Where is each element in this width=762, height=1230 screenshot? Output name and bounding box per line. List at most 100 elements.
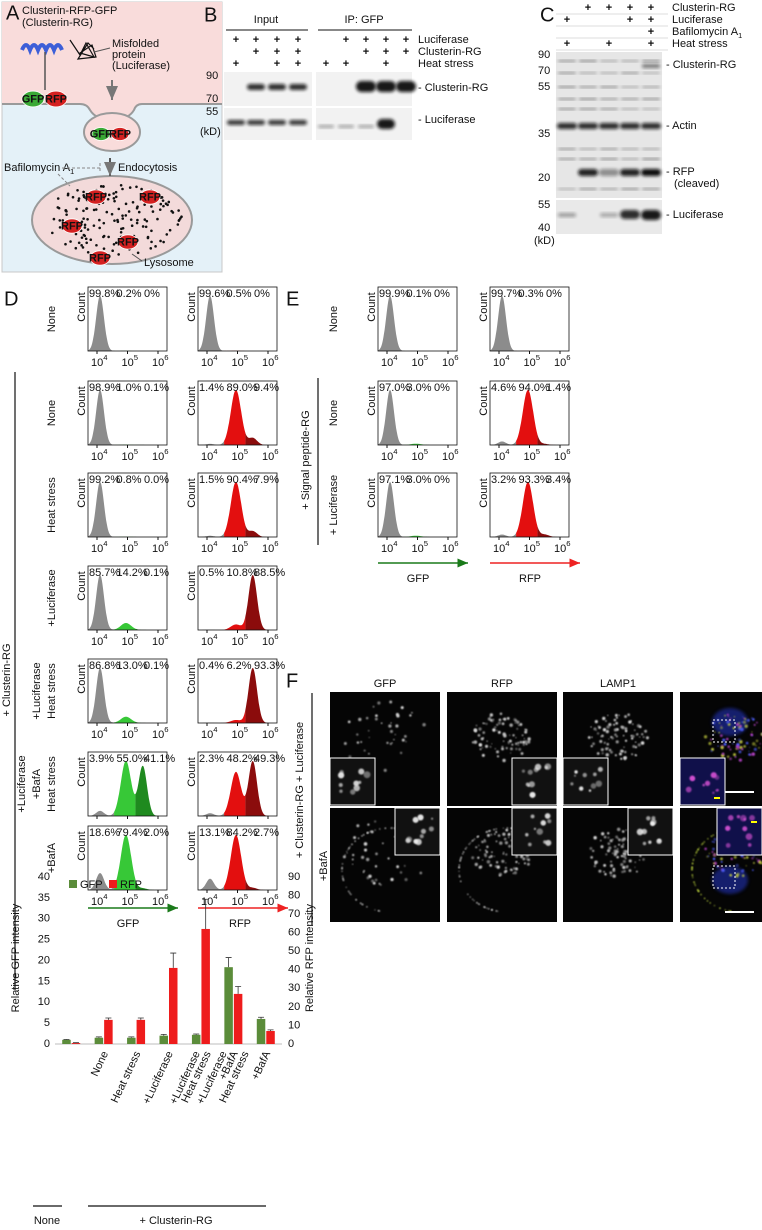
y-tick-label: 35: [38, 892, 50, 904]
speckle: [752, 718, 755, 721]
speckle: [374, 865, 378, 868]
speckle: [603, 863, 607, 867]
speckle: [481, 747, 484, 749]
histogram-area: [197, 878, 225, 890]
speckle: [733, 855, 737, 859]
speckle: [733, 753, 737, 757]
lysosome-cargo-dot: [58, 226, 62, 229]
y-axis-label: Count: [76, 757, 88, 786]
speckle: [592, 849, 595, 853]
blot-band: [396, 81, 416, 92]
speckle: [720, 726, 723, 730]
speckle: [743, 744, 747, 748]
speckle: [695, 851, 698, 854]
speckle: [525, 833, 529, 837]
cargo-label: protein: [112, 49, 146, 61]
speckle: [348, 847, 350, 849]
speckle: [520, 752, 524, 755]
rfp-tag-label: RFP: [139, 191, 161, 203]
lysosome-cargo-dot: [51, 231, 54, 235]
blot-band: [578, 123, 598, 129]
speckle: [607, 849, 610, 853]
bar: [71, 1043, 81, 1044]
histogram-area: [135, 879, 167, 890]
lysosome-cargo-dot: [136, 251, 140, 255]
speckle: [363, 771, 371, 779]
speckle: [495, 726, 497, 728]
bar: [266, 1031, 275, 1044]
x-tick-label-main: 10: [201, 636, 213, 648]
x-tick-label-main: 10: [91, 357, 103, 369]
speckle: [386, 741, 389, 745]
speckle: [694, 854, 696, 857]
speckle: [603, 741, 606, 745]
legend-label: RFP: [120, 879, 142, 891]
speckle: [601, 752, 604, 755]
speckle: [510, 747, 513, 751]
blot-band: [642, 158, 660, 160]
blot-band: [338, 125, 354, 128]
lysosome-cargo-dot: [116, 218, 119, 222]
speckle: [346, 852, 348, 854]
speckle: [606, 742, 610, 746]
speckle: [497, 755, 499, 758]
lysosome-cargo-dot: [74, 246, 78, 250]
histogram-area: [245, 432, 277, 445]
speckle: [501, 745, 504, 748]
speckle: [506, 827, 509, 829]
x-tick-label: 104: [381, 539, 398, 555]
x-tick-label-exp: 6: [454, 539, 458, 548]
speckle: [337, 772, 345, 779]
rfp-tag-label: RFP: [45, 93, 67, 105]
speckle: [736, 814, 741, 819]
speckle: [622, 734, 625, 737]
x-tick-label: 106: [262, 539, 279, 555]
gate-percentage: 99.7%: [491, 288, 522, 300]
speckle: [393, 738, 395, 741]
lysosome-cargo-dot: [144, 225, 148, 229]
speckle: [368, 736, 370, 739]
gate-percentage: 0.1%: [144, 567, 169, 579]
speckle: [635, 870, 638, 873]
speckle: [751, 752, 756, 756]
speckle: [482, 731, 486, 734]
y2-tick-label: 0: [288, 1038, 294, 1050]
speckle: [499, 712, 503, 716]
speckle: [347, 720, 351, 724]
speckle: [718, 865, 722, 868]
speckle: [625, 865, 629, 869]
x-tick-label: 104: [91, 539, 108, 555]
speckle: [504, 869, 508, 873]
x-tick-label-exp: 5: [536, 447, 540, 456]
gate-percentage: 0.1%: [144, 382, 169, 394]
speckle: [481, 753, 485, 757]
gate-percentage: 49.3%: [254, 753, 285, 765]
speckle: [431, 817, 434, 820]
speckle: [735, 744, 740, 749]
x-tick-label-exp: 6: [454, 447, 458, 456]
speckle: [731, 742, 734, 745]
lysosome-cargo-dot: [112, 192, 115, 195]
speckle: [503, 717, 507, 721]
speckle: [712, 847, 715, 851]
gate-percentage: 18.6%: [89, 827, 120, 839]
channel-header: RFP: [491, 678, 513, 690]
speckle: [516, 727, 519, 730]
blot-band: [289, 84, 307, 90]
inhibitor-label-main: Bafilomycin A: [4, 162, 71, 174]
gate-percentage: 6.2%: [227, 660, 252, 672]
x-tick-label: 105: [412, 353, 429, 369]
x-tick-label-exp: 4: [213, 447, 218, 456]
speckle: [737, 721, 741, 725]
speckle: [624, 857, 627, 860]
legend-swatch: [69, 880, 77, 888]
speckle: [461, 852, 464, 855]
blot-band: [600, 213, 618, 217]
x-tick-label-main: 10: [554, 357, 566, 369]
bar: [159, 1035, 168, 1044]
lysosome-cargo-dot: [86, 218, 89, 221]
x-tick-label: +BafA: [249, 1049, 273, 1082]
speckle: [713, 731, 716, 733]
plus-sign: +: [627, 14, 633, 26]
group-label: + Clusterin-RG: [1, 643, 13, 716]
